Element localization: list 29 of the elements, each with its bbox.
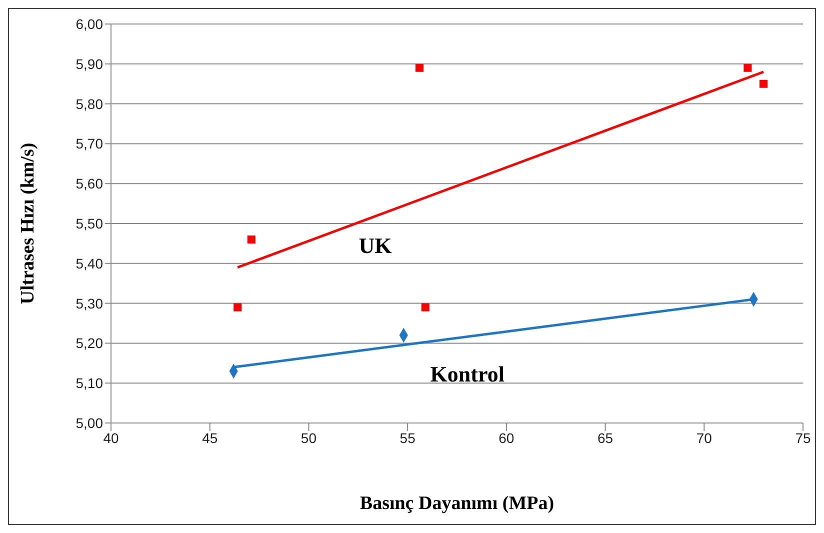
y-tick-label: 5,00	[76, 414, 104, 431]
series-label: Kontrol	[430, 361, 504, 386]
y-tick-label: 5,80	[76, 96, 104, 112]
x-tick-label: 65	[597, 430, 614, 446]
y-tick-label: 5,50	[76, 215, 104, 232]
x-tick-label: 40	[103, 430, 119, 446]
point	[744, 64, 752, 72]
y-tick-label: 6,00	[76, 16, 104, 32]
x-tick-label: 50	[300, 430, 317, 446]
y-tick-label: 5,10	[76, 375, 104, 392]
text: UK	[358, 232, 392, 258]
y-tick-label: 5,40	[76, 255, 104, 272]
x-axis-title: Basınç Dayanımı (MPa)	[360, 493, 554, 514]
x-tick-label: 75	[795, 430, 811, 446]
point	[421, 303, 430, 312]
y-axis-title: Ultrases Hızı (km/s)	[18, 142, 39, 304]
y-tick-label: 5,60	[76, 176, 104, 192]
y-tick-label: 5,20	[76, 335, 104, 352]
x-tick-label: 45	[202, 430, 218, 446]
x-tick-label: 55	[400, 430, 416, 446]
point	[759, 80, 768, 88]
y-tick-label: 5,30	[76, 295, 104, 312]
point	[247, 235, 256, 244]
point	[415, 64, 424, 72]
point	[234, 303, 242, 312]
y-tick-label: 5,90	[76, 56, 104, 72]
x-tick-label: 70	[696, 430, 712, 446]
x-tick-label: 60	[498, 430, 514, 446]
y-tick-label: 5,70	[76, 136, 104, 152]
